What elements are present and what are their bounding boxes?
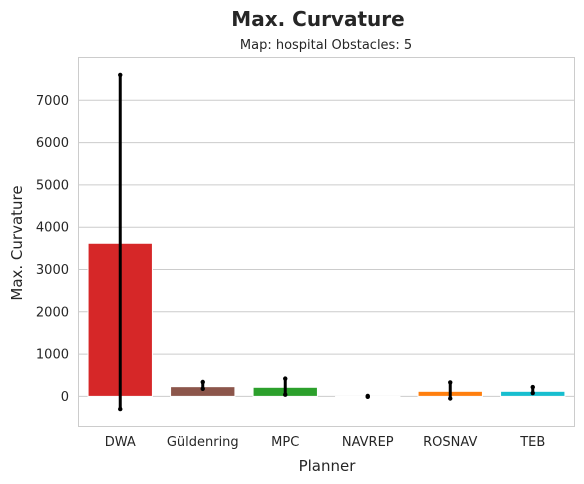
error-cap-high: [448, 380, 453, 385]
error-cap-low: [283, 392, 288, 397]
x-tick-label: NAVREP: [342, 435, 394, 450]
x-tick-label: MPC: [271, 435, 299, 450]
error-cap-low: [448, 396, 453, 401]
x-tick-label: ROSNAV: [423, 435, 477, 450]
x-tick-label: TEB: [519, 435, 545, 450]
y-axis-label: Max. Curvature: [8, 185, 26, 300]
grid-lines: [79, 99, 574, 397]
x-axis-label: Planner: [299, 457, 357, 475]
y-tick-label: 0: [61, 390, 69, 405]
x-tick-label: DWA: [105, 435, 136, 450]
chart-title: Max. Curvature: [231, 7, 404, 31]
error-cap-high: [365, 393, 370, 399]
y-tick-label: 2000: [36, 305, 69, 320]
y-tick-label: 7000: [36, 94, 69, 109]
bars: [87, 242, 566, 398]
y-tick-labels: 0 1000 2000 3000 4000 5000 6000 7000: [36, 94, 69, 405]
y-tick-label: 5000: [36, 178, 69, 193]
y-tick-label: 4000: [36, 221, 69, 236]
error-cap-high: [530, 384, 535, 390]
error-cap-high: [283, 376, 288, 381]
y-tick-label: 1000: [36, 348, 69, 363]
x-tick-label: Güldenring: [167, 435, 239, 450]
error-cap-high: [200, 379, 205, 385]
y-tick-label: 6000: [36, 136, 69, 151]
error-cap-low: [530, 390, 535, 396]
error-bars: [118, 72, 535, 412]
chart-subtitle: Map: hospital Obstacles: 5: [240, 38, 412, 53]
plot-frame: [78, 57, 575, 427]
error-cap-low: [118, 406, 123, 412]
y-tick-label: 3000: [36, 263, 69, 278]
x-tick-labels: DWA Güldenring MPC NAVREP ROSNAV TEB: [105, 435, 546, 450]
error-cap-low: [200, 386, 205, 391]
error-cap-high: [118, 72, 123, 78]
